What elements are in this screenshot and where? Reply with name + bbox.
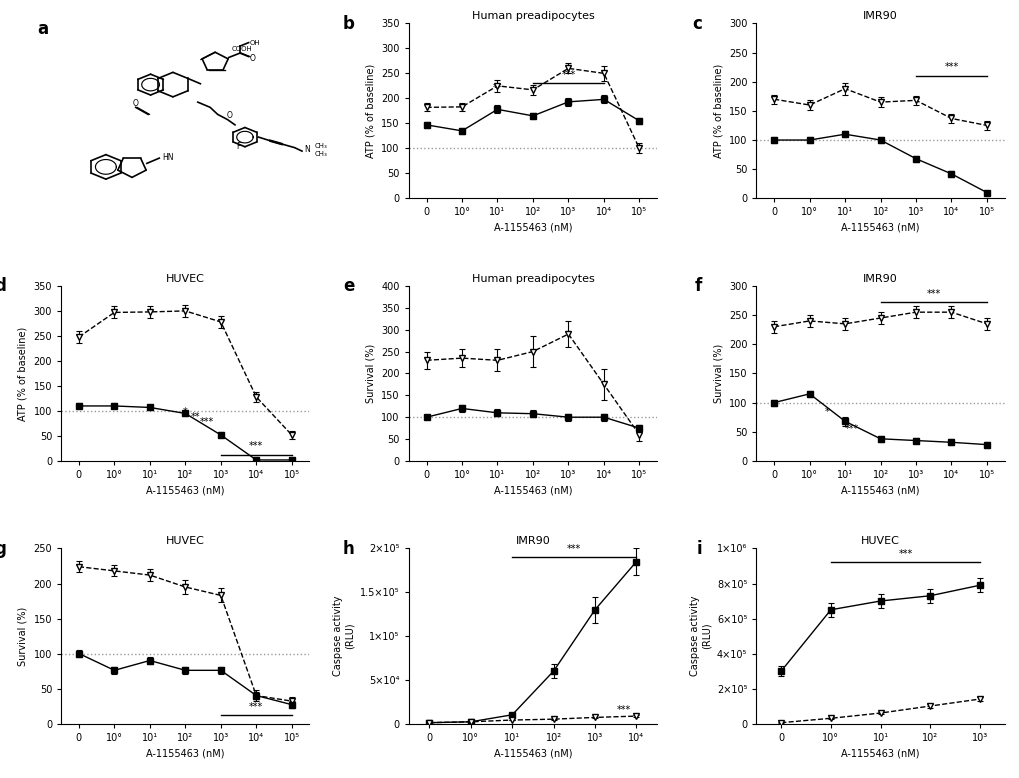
Text: *: * [182, 407, 187, 417]
Text: ***: *** [560, 70, 575, 80]
Text: ***: *** [249, 441, 263, 451]
X-axis label: A-1155463 (nM): A-1155463 (nM) [493, 748, 572, 758]
Text: CH₃: CH₃ [314, 152, 327, 157]
Title: HUVEC: HUVEC [860, 536, 899, 546]
Text: a: a [38, 20, 49, 38]
Text: **: ** [191, 412, 201, 422]
Text: F: F [236, 142, 240, 152]
Text: O: O [132, 100, 139, 108]
Text: HN: HN [162, 152, 173, 162]
Text: **: ** [492, 83, 501, 93]
Text: f: f [694, 277, 701, 295]
Text: O: O [227, 111, 232, 120]
Title: IMR90: IMR90 [862, 11, 897, 21]
Text: N: N [305, 145, 310, 154]
Text: g: g [0, 540, 6, 558]
Title: HUVEC: HUVEC [166, 274, 205, 284]
Text: OH: OH [250, 40, 260, 46]
Text: ***: *** [616, 705, 631, 715]
X-axis label: A-1155463 (nM): A-1155463 (nM) [493, 485, 572, 496]
Text: b: b [342, 15, 354, 33]
Text: COOH: COOH [231, 46, 252, 52]
Text: ***: *** [567, 544, 581, 554]
Title: IMR90: IMR90 [515, 536, 550, 546]
X-axis label: A-1155463 (nM): A-1155463 (nM) [841, 485, 919, 496]
Text: *: * [824, 407, 828, 417]
Text: ***: *** [944, 62, 958, 72]
Y-axis label: Survival (%): Survival (%) [18, 606, 28, 666]
Text: ***: *** [200, 417, 214, 427]
Y-axis label: Survival (%): Survival (%) [712, 344, 722, 403]
Text: d: d [0, 277, 6, 295]
X-axis label: A-1155463 (nM): A-1155463 (nM) [493, 223, 572, 233]
X-axis label: A-1155463 (nM): A-1155463 (nM) [146, 485, 224, 496]
Y-axis label: ATP (% of baseline): ATP (% of baseline) [365, 64, 375, 158]
Title: Human preadipocytes: Human preadipocytes [471, 11, 594, 21]
Text: e: e [342, 277, 354, 295]
Text: O: O [250, 54, 256, 63]
Y-axis label: Caspase activity
(RLU): Caspase activity (RLU) [689, 596, 710, 676]
Text: ***: *** [898, 549, 912, 559]
Text: i: i [696, 540, 701, 558]
Text: CH₃: CH₃ [314, 142, 327, 149]
Text: ***: *** [844, 423, 858, 433]
Text: c: c [691, 15, 701, 33]
Text: ***: *** [925, 289, 940, 299]
Y-axis label: Caspase activity
(RLU): Caspase activity (RLU) [332, 596, 355, 676]
Y-axis label: ATP (% of baseline): ATP (% of baseline) [712, 64, 722, 158]
Text: ***: *** [249, 702, 263, 712]
X-axis label: A-1155463 (nM): A-1155463 (nM) [841, 748, 919, 758]
Title: HUVEC: HUVEC [166, 536, 205, 546]
X-axis label: A-1155463 (nM): A-1155463 (nM) [841, 223, 919, 233]
Text: h: h [342, 540, 354, 558]
Title: Human preadipocytes: Human preadipocytes [471, 274, 594, 284]
X-axis label: A-1155463 (nM): A-1155463 (nM) [146, 748, 224, 758]
Y-axis label: Survival (%): Survival (%) [365, 344, 375, 403]
Y-axis label: ATP (% of baseline): ATP (% of baseline) [18, 326, 28, 421]
Title: IMR90: IMR90 [862, 274, 897, 284]
